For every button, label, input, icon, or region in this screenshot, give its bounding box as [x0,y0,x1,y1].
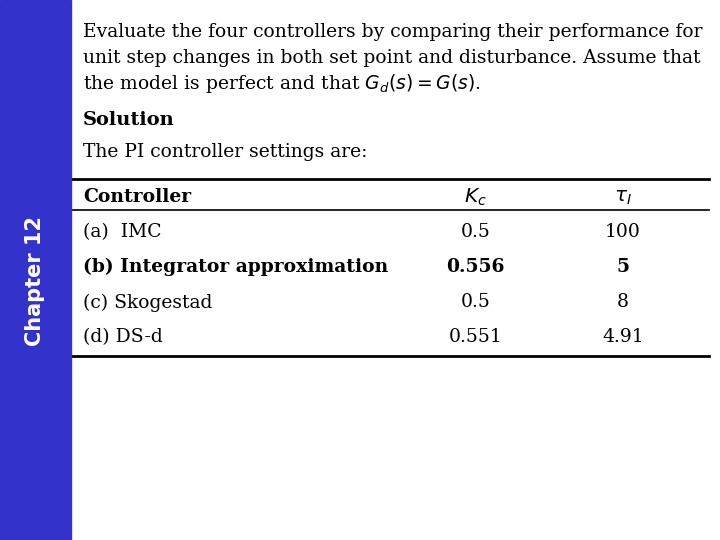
Text: Evaluate the four controllers by comparing their performance for: Evaluate the four controllers by compari… [83,23,702,42]
Text: 0.551: 0.551 [449,328,502,347]
Text: Controller: Controller [83,188,191,206]
Text: (c) Skogestad: (c) Skogestad [83,293,212,312]
FancyBboxPatch shape [0,0,71,540]
Text: 0.5: 0.5 [460,223,490,241]
Text: 5: 5 [616,258,629,276]
Text: 4.91: 4.91 [602,328,644,347]
Text: The PI controller settings are:: The PI controller settings are: [83,143,367,161]
Text: the model is perfect and that $G_d(s) = G(s)$.: the model is perfect and that $G_d(s) = … [83,72,481,94]
Text: 0.5: 0.5 [460,293,490,312]
Text: 100: 100 [605,223,641,241]
Text: $\tau_I$: $\tau_I$ [614,187,631,207]
Text: 8: 8 [617,293,629,312]
Text: 0.556: 0.556 [446,258,505,276]
Text: $K_c$: $K_c$ [464,186,487,208]
Text: Chapter 12: Chapter 12 [25,216,45,346]
Text: (b) Integrator approximation: (b) Integrator approximation [83,258,388,276]
Text: Solution: Solution [83,111,174,129]
Text: (d) DS-d: (d) DS-d [83,328,163,347]
Text: (a)  IMC: (a) IMC [83,223,161,241]
Text: unit step changes in both set point and disturbance. Assume that: unit step changes in both set point and … [83,49,701,67]
